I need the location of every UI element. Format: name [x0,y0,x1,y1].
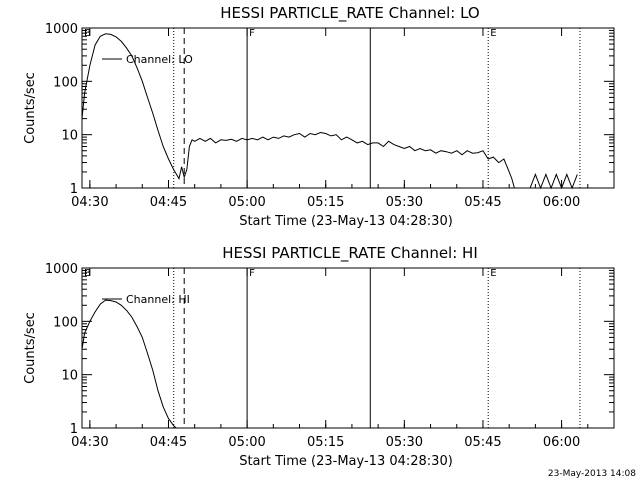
time-marker-label: B [84,268,91,279]
chart-title: HESSI PARTICLE_RATE Channel: HI [222,244,478,263]
y-tick-label: 10 [61,129,78,144]
legend-label: Channel: LO [126,53,193,66]
plot-frame [81,27,615,189]
time-marker-label: F [249,28,255,39]
y-tick-label: 1 [70,182,78,197]
x-tick-label: 04:30 [71,195,108,210]
y-tick-label: 1000 [45,262,78,277]
time-marker-label: F [249,268,255,279]
series-line [81,33,578,190]
x-tick-label: 04:30 [71,435,108,450]
x-axis-label: Start Time (23-May-13 04:28:30) [239,214,453,229]
x-tick-label: 05:45 [464,435,501,450]
x-tick-label: 05:30 [386,195,423,210]
x-tick-label: 05:30 [386,435,423,450]
time-marker-label: E [490,28,496,39]
series-line [81,299,177,429]
time-marker-label: E [490,268,496,279]
y-tick-label: 10 [61,369,78,384]
legend-label: Channel: HI [126,293,190,306]
x-tick-label: 05:15 [307,195,344,210]
x-tick-label: 05:00 [228,195,265,210]
x-tick-label: 04:45 [150,195,187,210]
legend: Channel: LO [102,53,193,66]
chart-panel-hi: HESSI PARTICLE_RATE Channel: HI Counts/s… [23,244,615,469]
legend: Channel: HI [102,293,190,306]
x-tick-label: 05:15 [307,435,344,450]
x-tick-label: 05:45 [464,195,501,210]
x-tick-label: 06:00 [543,435,580,450]
y-tick-label: 1000 [45,22,78,37]
x-tick-label: 06:00 [543,195,580,210]
x-tick-label: 05:00 [228,435,265,450]
chart-title: HESSI PARTICLE_RATE Channel: LO [220,4,479,23]
x-tick-label: 04:45 [150,435,187,450]
y-axis-label: Counts/sec [23,312,38,384]
timestamp: 23-May-2013 14:08 [548,469,636,479]
y-axis-label: Counts/sec [23,72,38,144]
y-tick-label: 1 [70,422,78,437]
y-tick-label: 100 [53,315,78,330]
time-marker-label: B [84,28,91,39]
y-tick-label: 100 [53,75,78,90]
chart-panel-lo: HESSI PARTICLE_RATE Channel: LO Counts/s… [23,4,615,229]
x-axis-label: Start Time (23-May-13 04:28:30) [239,454,453,469]
